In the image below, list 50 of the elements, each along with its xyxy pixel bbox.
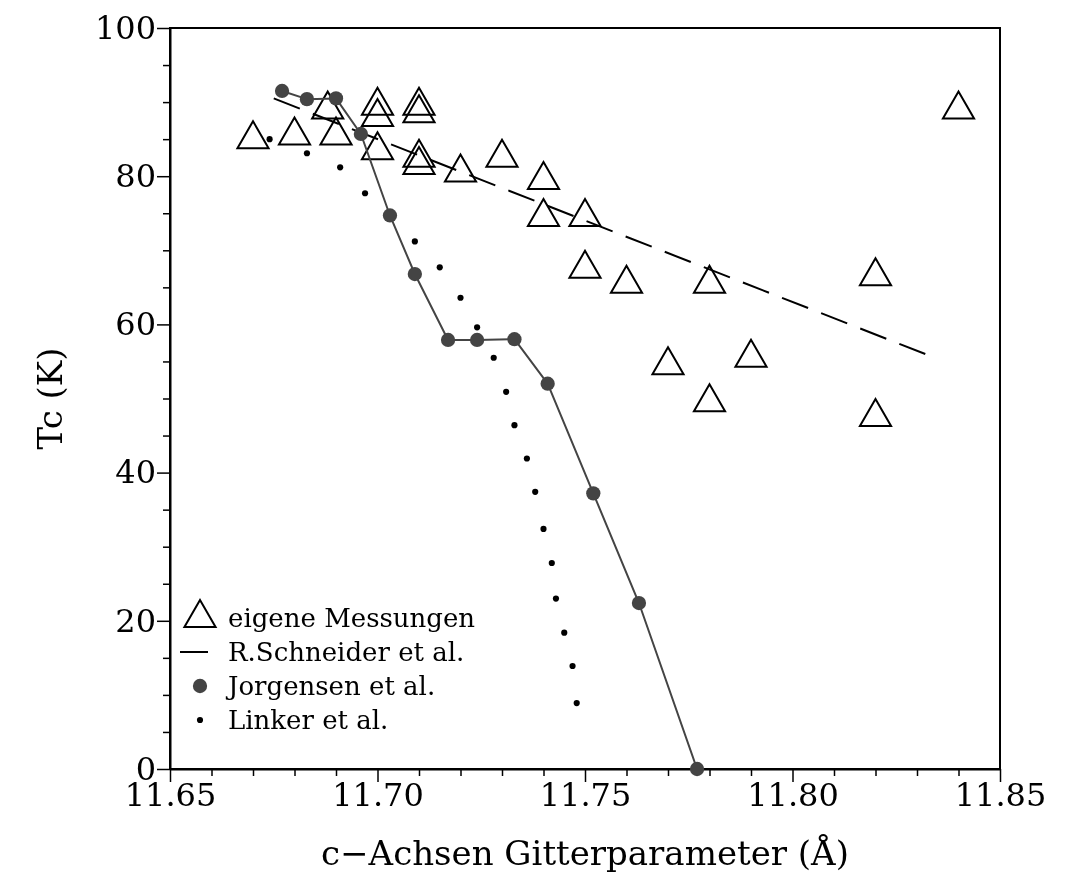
point	[360, 97, 395, 127]
point	[532, 488, 539, 495]
point	[526, 197, 561, 227]
point	[402, 138, 436, 168]
point	[569, 662, 576, 670]
legend-label: Jorgensen et al.	[225, 671, 436, 701]
point	[523, 455, 530, 462]
point	[692, 264, 727, 294]
point	[573, 699, 580, 707]
point	[360, 86, 395, 116]
point	[319, 116, 353, 146]
y-tick-label: 40	[115, 453, 156, 492]
point	[689, 761, 705, 777]
point	[485, 138, 519, 168]
point	[526, 160, 561, 190]
point	[561, 629, 568, 636]
point	[236, 120, 270, 150]
point	[402, 94, 436, 124]
point	[586, 486, 601, 501]
x-axis-title: c−Achsen Gitterparameter (Å)	[321, 833, 849, 873]
y-tick-label: 20	[115, 601, 156, 640]
point	[858, 257, 893, 287]
point	[858, 398, 893, 428]
point	[552, 595, 560, 602]
point	[568, 197, 602, 227]
x-tick-label: 11.70	[332, 775, 424, 814]
point	[402, 146, 436, 176]
y-axis-title: Tc (K)	[30, 347, 70, 450]
point	[548, 559, 555, 567]
point	[540, 525, 547, 532]
x-tick-label: 11.85	[954, 775, 1047, 814]
point	[443, 153, 478, 183]
y-tick-label: 60	[115, 305, 156, 344]
point	[402, 86, 436, 116]
point	[360, 131, 395, 161]
y-tick-label: 80	[115, 156, 156, 195]
legend-label: eigene Messungen	[228, 603, 476, 633]
point	[568, 249, 602, 279]
point	[941, 90, 976, 120]
point	[277, 116, 312, 146]
x-tick-label: 11.80	[747, 775, 839, 814]
point	[692, 383, 727, 413]
legend-label: Linker et al.	[228, 705, 389, 735]
y-tick-label: 100	[94, 8, 156, 47]
point	[631, 595, 647, 611]
x-tick-label: 11.75	[539, 775, 632, 814]
point	[609, 264, 644, 294]
point	[651, 346, 685, 376]
legend-label: R.Schneider et al.	[228, 637, 465, 667]
point	[311, 90, 345, 120]
